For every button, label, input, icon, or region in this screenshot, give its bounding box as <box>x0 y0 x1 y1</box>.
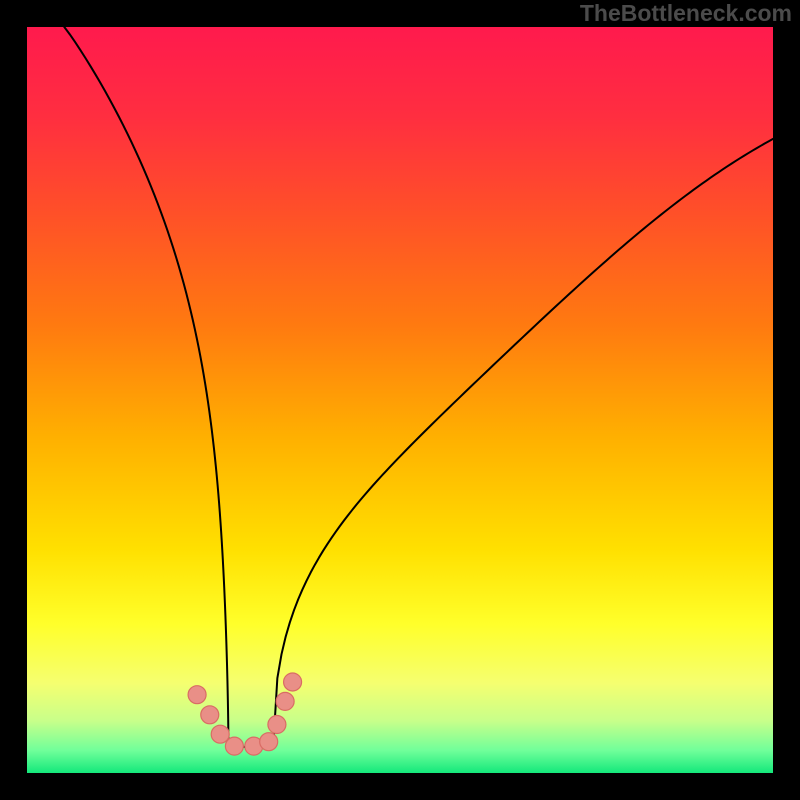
curve-marker <box>201 706 219 724</box>
curve-marker <box>268 716 286 734</box>
curve-marker <box>225 737 243 755</box>
gradient-background <box>27 27 773 773</box>
curve-marker <box>211 725 229 743</box>
plot-svg <box>27 27 773 773</box>
curve-marker <box>284 673 302 691</box>
curve-marker <box>188 686 206 704</box>
curve-marker <box>276 692 294 710</box>
curve-marker <box>260 733 278 751</box>
watermark-text: TheBottleneck.com <box>580 0 792 27</box>
plot-area <box>27 27 773 773</box>
outer-frame: TheBottleneck.com <box>0 0 800 800</box>
